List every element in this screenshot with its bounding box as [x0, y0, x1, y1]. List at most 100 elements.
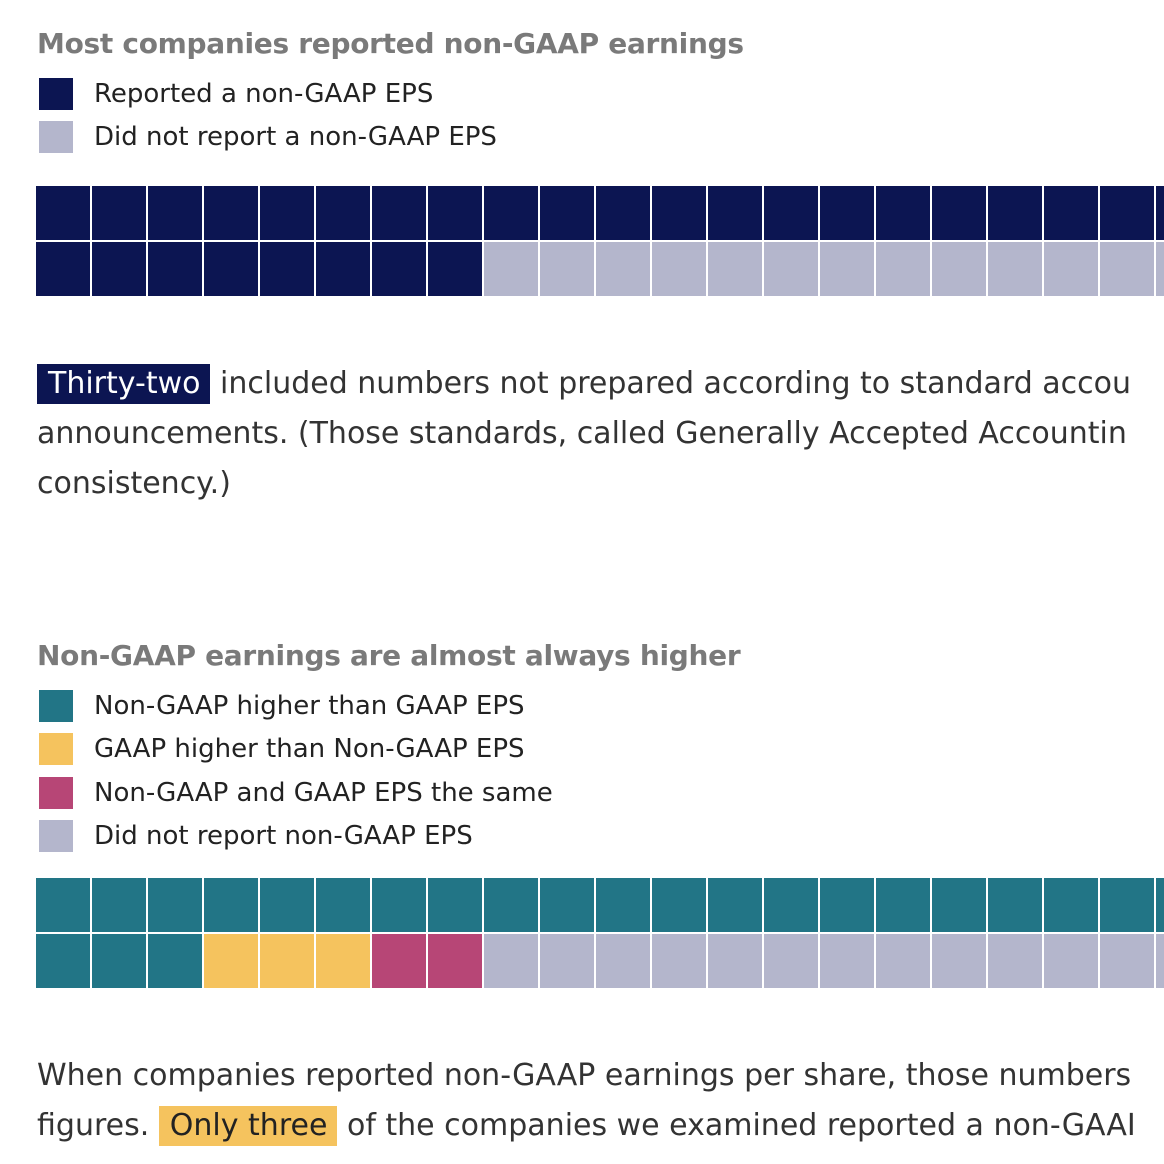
waffle-cell [1156, 878, 1164, 934]
paragraph-line: When companies reported non-GAAP earning… [37, 1058, 1132, 1093]
legend-swatch [39, 689, 73, 722]
paragraph-text: of the companies we examined reported a … [337, 1108, 1136, 1143]
waffle-chart [36, 186, 1164, 298]
waffle-cell [708, 878, 764, 934]
waffle-cell [36, 878, 92, 934]
waffle-cell [820, 934, 876, 990]
waffle-cell [1100, 934, 1156, 990]
chart-title: Non-GAAP earnings are almost always high… [37, 639, 741, 672]
waffle-cell [932, 934, 988, 990]
waffle-cell [1044, 186, 1100, 242]
waffle-cell [36, 242, 92, 298]
waffle-cell [1100, 242, 1156, 298]
waffle-cell [204, 878, 260, 934]
waffle-cell [932, 186, 988, 242]
legend-item: Did not report a non-GAAP EPS [39, 116, 497, 160]
waffle-cell [316, 242, 372, 298]
waffle-cell [1156, 242, 1164, 298]
legend-item: Non-GAAP higher than GAAP EPS [39, 684, 553, 728]
waffle-cell [204, 934, 260, 990]
waffle-cell [596, 242, 652, 298]
waffle-cell [652, 242, 708, 298]
waffle-cell [316, 186, 372, 242]
waffle-cell [596, 186, 652, 242]
legend-label: Did not report non-GAAP EPS [94, 821, 473, 852]
waffle-cell [372, 934, 428, 990]
waffle-cell [988, 242, 1044, 298]
waffle-cell [1100, 186, 1156, 242]
paragraph-line: consistency.) [37, 466, 231, 501]
paragraph: Thirty-two included numbers not prepared… [37, 359, 1164, 509]
waffle-cell [764, 934, 820, 990]
legend-swatch [39, 77, 73, 110]
waffle-cell [148, 934, 204, 990]
waffle-cell [876, 934, 932, 990]
legend-label: Did not report a non-GAAP EPS [94, 122, 497, 153]
legend: Reported a non-GAAP EPS Did not report a… [39, 72, 497, 159]
waffle-cell [148, 186, 204, 242]
waffle-cell [260, 878, 316, 934]
waffle-cell [652, 934, 708, 990]
waffle-cell [92, 186, 148, 242]
waffle-cell [428, 242, 484, 298]
waffle-cell [260, 186, 316, 242]
waffle-cell [876, 878, 932, 934]
waffle-cell [540, 878, 596, 934]
waffle-cell [708, 242, 764, 298]
legend-label: Reported a non-GAAP EPS [94, 78, 434, 109]
waffle-cell [540, 934, 596, 990]
waffle-cell [540, 186, 596, 242]
waffle-cell [36, 186, 92, 242]
waffle-cell [372, 878, 428, 934]
waffle-cell [540, 242, 596, 298]
paragraph-line: announcements. (Those standards, called … [37, 416, 1127, 451]
waffle-cell [764, 242, 820, 298]
highlight-only-three: Only three [158, 1106, 338, 1146]
legend-item: Reported a non-GAAP EPS [39, 72, 497, 116]
waffle-cell [484, 242, 540, 298]
waffle-cell [148, 878, 204, 934]
waffle-cell [932, 242, 988, 298]
waffle-cell [260, 242, 316, 298]
waffle-cell [36, 934, 92, 990]
waffle-cell [876, 242, 932, 298]
waffle-cell [92, 242, 148, 298]
waffle-cell [596, 934, 652, 990]
waffle-cell [932, 878, 988, 934]
waffle-cell [876, 186, 932, 242]
waffle-cell [708, 186, 764, 242]
legend-swatch [39, 776, 73, 809]
waffle-cell [988, 186, 1044, 242]
waffle-cell [1044, 878, 1100, 934]
paragraph-text: figures. [37, 1108, 159, 1143]
waffle-cell [92, 934, 148, 990]
waffle-cell [316, 934, 372, 990]
waffle-cell [148, 242, 204, 298]
legend-item: Non-GAAP and GAAP EPS the same [39, 771, 553, 815]
waffle-cell [316, 878, 372, 934]
legend-swatch [39, 121, 73, 154]
waffle-cell [652, 878, 708, 934]
waffle-cell [988, 934, 1044, 990]
waffle-cell [372, 186, 428, 242]
paragraph-line: Thirty-two included numbers not prepared… [37, 359, 1164, 409]
waffle-cell [1156, 186, 1164, 242]
highlight-thirty-two: Thirty-two [37, 364, 211, 404]
legend-swatch [39, 733, 73, 766]
waffle-cell [652, 186, 708, 242]
waffle-cell [428, 878, 484, 934]
waffle-cell [260, 934, 316, 990]
waffle-cell [204, 242, 260, 298]
paragraph-line: figures. Only three of the companies we … [37, 1101, 1164, 1151]
waffle-cell [820, 878, 876, 934]
waffle-cell [484, 878, 540, 934]
paragraph-text: included numbers not prepared according … [210, 366, 1132, 401]
waffle-cell [92, 878, 148, 934]
paragraph: When companies reported non-GAAP earning… [37, 1051, 1164, 1151]
legend-label: GAAP higher than Non-GAAP EPS [94, 734, 525, 765]
waffle-cell [708, 934, 764, 990]
waffle-cell [1044, 934, 1100, 990]
waffle-cell [372, 242, 428, 298]
legend-label: Non-GAAP higher than GAAP EPS [94, 690, 525, 721]
waffle-cell [428, 186, 484, 242]
